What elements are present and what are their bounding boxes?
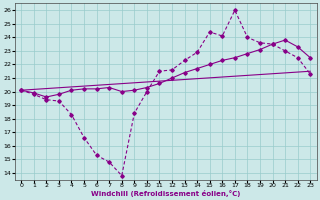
X-axis label: Windchill (Refroidissement éolien,°C): Windchill (Refroidissement éolien,°C) — [91, 190, 240, 197]
